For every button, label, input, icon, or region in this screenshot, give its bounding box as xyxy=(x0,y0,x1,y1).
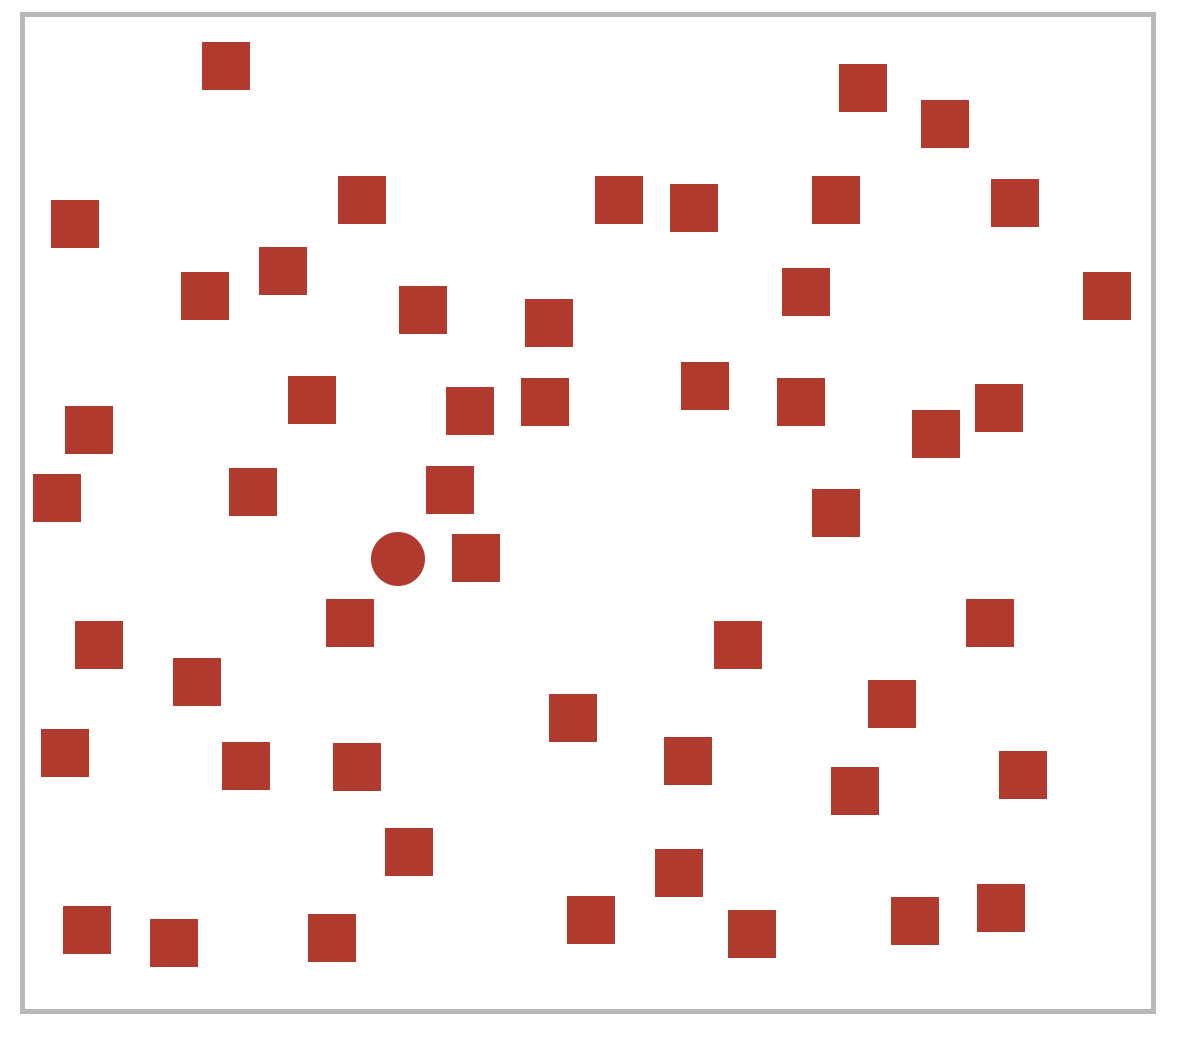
square-shape xyxy=(150,919,198,967)
square-shape xyxy=(308,914,356,962)
square-shape xyxy=(63,906,111,954)
square-shape xyxy=(222,742,270,790)
square-shape xyxy=(921,100,969,148)
square-shape xyxy=(782,268,830,316)
square-shape xyxy=(452,534,500,582)
square-shape xyxy=(288,376,336,424)
square-shape xyxy=(65,406,113,454)
square-shape xyxy=(549,694,597,742)
square-shape xyxy=(714,621,762,669)
square-shape xyxy=(173,658,221,706)
square-shape xyxy=(33,474,81,522)
square-shape xyxy=(521,378,569,426)
square-shape xyxy=(426,466,474,514)
square-shape xyxy=(181,272,229,320)
square-shape xyxy=(966,599,1014,647)
square-shape xyxy=(912,410,960,458)
square-shape xyxy=(202,42,250,90)
square-shape xyxy=(812,176,860,224)
square-shape xyxy=(839,64,887,112)
square-shape xyxy=(670,184,718,232)
square-shape xyxy=(1083,272,1131,320)
square-shape xyxy=(868,680,916,728)
circle-shape xyxy=(371,532,425,586)
square-shape xyxy=(681,362,729,410)
square-shape xyxy=(338,176,386,224)
square-shape xyxy=(446,387,494,435)
square-shape xyxy=(728,910,776,958)
square-shape xyxy=(567,896,615,944)
square-shape xyxy=(75,621,123,669)
square-shape xyxy=(525,299,573,347)
square-shape xyxy=(595,176,643,224)
square-shape xyxy=(333,743,381,791)
square-shape xyxy=(326,599,374,647)
square-shape xyxy=(891,897,939,945)
square-shape xyxy=(51,200,99,248)
square-shape xyxy=(975,384,1023,432)
square-shape xyxy=(812,489,860,537)
square-shape xyxy=(991,179,1039,227)
square-shape xyxy=(664,737,712,785)
square-shape xyxy=(41,729,89,777)
square-shape xyxy=(999,751,1047,799)
square-shape xyxy=(977,884,1025,932)
stimulus-frame xyxy=(20,12,1156,1014)
square-shape xyxy=(777,378,825,426)
square-shape xyxy=(831,767,879,815)
square-shape xyxy=(655,849,703,897)
square-shape xyxy=(259,247,307,295)
square-shape xyxy=(385,828,433,876)
square-shape xyxy=(229,468,277,516)
square-shape xyxy=(399,286,447,334)
